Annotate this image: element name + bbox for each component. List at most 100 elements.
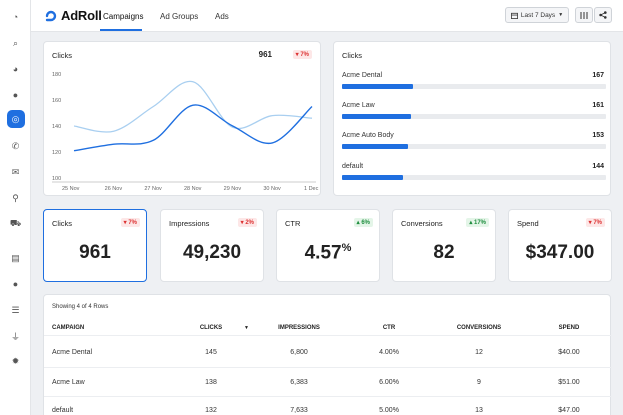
breakdown-bar-track [342, 114, 606, 119]
breakdown-row-value: 153 [592, 132, 604, 139]
table-cell: 5.00% [379, 407, 399, 414]
x-tick-label: 29 Nov [224, 186, 242, 192]
kpi-delta-badge: ▴ 6% [353, 218, 373, 227]
kpi-label: Impressions [169, 219, 210, 228]
breakdown-row-value: 144 [592, 163, 604, 170]
tab-ads[interactable]: Ads [215, 12, 229, 21]
kpi-value-number: 49,230 [182, 242, 242, 263]
rail-item-chat[interactable]: ● [0, 84, 31, 106]
table-cell: 6,800 [290, 349, 308, 356]
kpi-tile-spend[interactable]: Spend ▾ 7% $347.00 [508, 209, 612, 282]
dashboard-icon: ◔ [12, 12, 19, 22]
column-header-conversions[interactable]: CONVERSIONS [456, 325, 502, 331]
column-header-campaign[interactable]: CAMPAIGN [52, 325, 85, 331]
rail-item-pie-chart[interactable]: ◕ [0, 58, 31, 80]
clicks-breakdown-card: Clicks Acme Dental 167 Acme Law 161 Acme Aut… [333, 41, 611, 196]
breakdown-title: Clicks [342, 51, 362, 60]
document-icon: ▤ [11, 252, 20, 263]
calendar-icon [510, 12, 518, 19]
breakdown-row-label: Acme Dental [342, 72, 383, 79]
columns-button[interactable] [575, 7, 593, 23]
table-cell: 7,633 [290, 407, 308, 414]
table-cell: 6,383 [290, 379, 308, 386]
x-tick-label: 28 Nov [184, 186, 202, 192]
table-cell: 12 [475, 349, 483, 356]
breakdown-bar-track [342, 144, 606, 149]
column-header-spend[interactable]: SPEND [558, 325, 580, 331]
kpi-tile-ctr[interactable]: CTR ▴ 6% 4.57% [276, 209, 380, 282]
y-tick-label: 140 [52, 124, 61, 130]
chevron-down-icon: ▼ [558, 12, 564, 18]
breakdown-bar-fill [342, 144, 408, 149]
y-tick-label: 100 [52, 176, 61, 182]
date-range-dropdown[interactable]: Last 7 Days ▼ [505, 7, 569, 23]
kpi-label: CTR [285, 219, 301, 228]
kpi-value-number: 82 [433, 242, 455, 263]
rail-item-phone[interactable]: ✆ [0, 135, 31, 157]
rail-item-list[interactable]: ☰ [0, 299, 31, 321]
rail-item-location[interactable]: ⚲ [0, 187, 31, 209]
table-cell: 9 [477, 379, 481, 386]
campaign-name-cell[interactable]: Acme Law [52, 379, 85, 386]
rail-item-cart[interactable]: ⛟ [0, 213, 31, 235]
list-icon: ☰ [11, 304, 20, 315]
rail-item-document[interactable]: ▤ [0, 247, 31, 269]
share-button[interactable] [594, 7, 612, 23]
y-tick-label: 180 [52, 72, 61, 78]
table-cell: 138 [205, 379, 217, 386]
settings-icon: ✹ [11, 355, 20, 366]
breakdown-row-label: Acme Law [342, 102, 375, 109]
table-cell: $51.00 [558, 379, 580, 386]
user-icon: ● [12, 279, 19, 289]
column-header-clicks[interactable]: CLICKS [199, 325, 223, 331]
active-tab-indicator [100, 29, 142, 31]
kpi-value: 4.57% [277, 242, 379, 264]
rail-item-plug[interactable]: ⏚ [0, 325, 31, 347]
breakdown-row-value: 167 [592, 72, 604, 79]
table-cell: 145 [205, 349, 217, 356]
table-cell: 132 [205, 407, 217, 414]
tab-ad-groups[interactable]: Ad Groups [160, 12, 199, 21]
series-line-comparison [73, 80, 313, 133]
table-cell: $40.00 [558, 349, 580, 356]
kpi-tile-clicks[interactable]: Clicks ▾ 7% 961 [43, 209, 147, 282]
left-nav-rail: ◔ ⌕ ◕ ● ◎ ✆ ✉ ⚲ ⛟ ▤ ● ☰ ⏚ ✹ [0, 0, 31, 415]
x-tick-label: 30 Nov [263, 186, 281, 192]
rail-item-dashboard[interactable]: ◔ [0, 6, 31, 28]
kpi-tile-conversions[interactable]: Conversions ▴ 17% 82 [392, 209, 496, 282]
plug-icon: ⏚ [10, 331, 20, 342]
kpi-delta-badge: ▾ 7% [585, 218, 605, 227]
cart-icon: ⛟ [9, 218, 22, 228]
target-icon: ◎ [6, 110, 25, 128]
table-cell: $47.00 [558, 407, 580, 414]
rail-item-user[interactable]: ● [0, 273, 31, 295]
campaign-name-cell[interactable]: default [52, 407, 74, 414]
breakdown-bar-fill [342, 84, 414, 89]
tab-campaigns[interactable]: Campaigns [103, 12, 144, 21]
adroll-logo[interactable]: AdRoll [45, 8, 102, 23]
mail-icon: ✉ [11, 166, 20, 177]
sort-down-icon[interactable]: ▼ [244, 325, 249, 331]
columns-icon [580, 11, 588, 19]
row-count-caption: Showing 4 of 4 Rows [52, 304, 109, 310]
pie-chart-icon: ◕ [12, 64, 19, 74]
adroll-logo-icon [45, 10, 57, 21]
kpi-value: $347.00 [509, 242, 611, 264]
campaign-table-card: Showing 4 of 4 Rows CAMPAIGN CLICKS IMPRES… [43, 294, 612, 415]
row-divider [44, 396, 612, 397]
kpi-label: Spend [517, 219, 539, 228]
rail-item-settings[interactable]: ✹ [0, 350, 31, 372]
rail-item-search[interactable]: ⌕ [0, 32, 31, 54]
column-header-ctr[interactable]: CTR [382, 325, 396, 331]
rail-item-target[interactable]: ◎ [0, 108, 31, 130]
campaign-name-cell[interactable]: Acme Dental [52, 349, 93, 356]
breakdown-bar-fill [342, 114, 411, 119]
kpi-value-number: 961 [79, 242, 111, 263]
clicks-line-chart: 100 120 140 160 180 25 Nov 26 Nov 27 Nov 28 Nov 2… [52, 72, 319, 192]
kpi-tile-impressions[interactable]: Impressions ▾ 2% 49,230 [160, 209, 264, 282]
table-cell: 13 [475, 407, 483, 414]
kpi-value: 961 [44, 242, 146, 264]
column-header-impressions[interactable]: IMPRESSIONS [278, 325, 320, 331]
rail-item-mail[interactable]: ✉ [0, 161, 31, 183]
breakdown-row-value: 161 [592, 102, 604, 109]
